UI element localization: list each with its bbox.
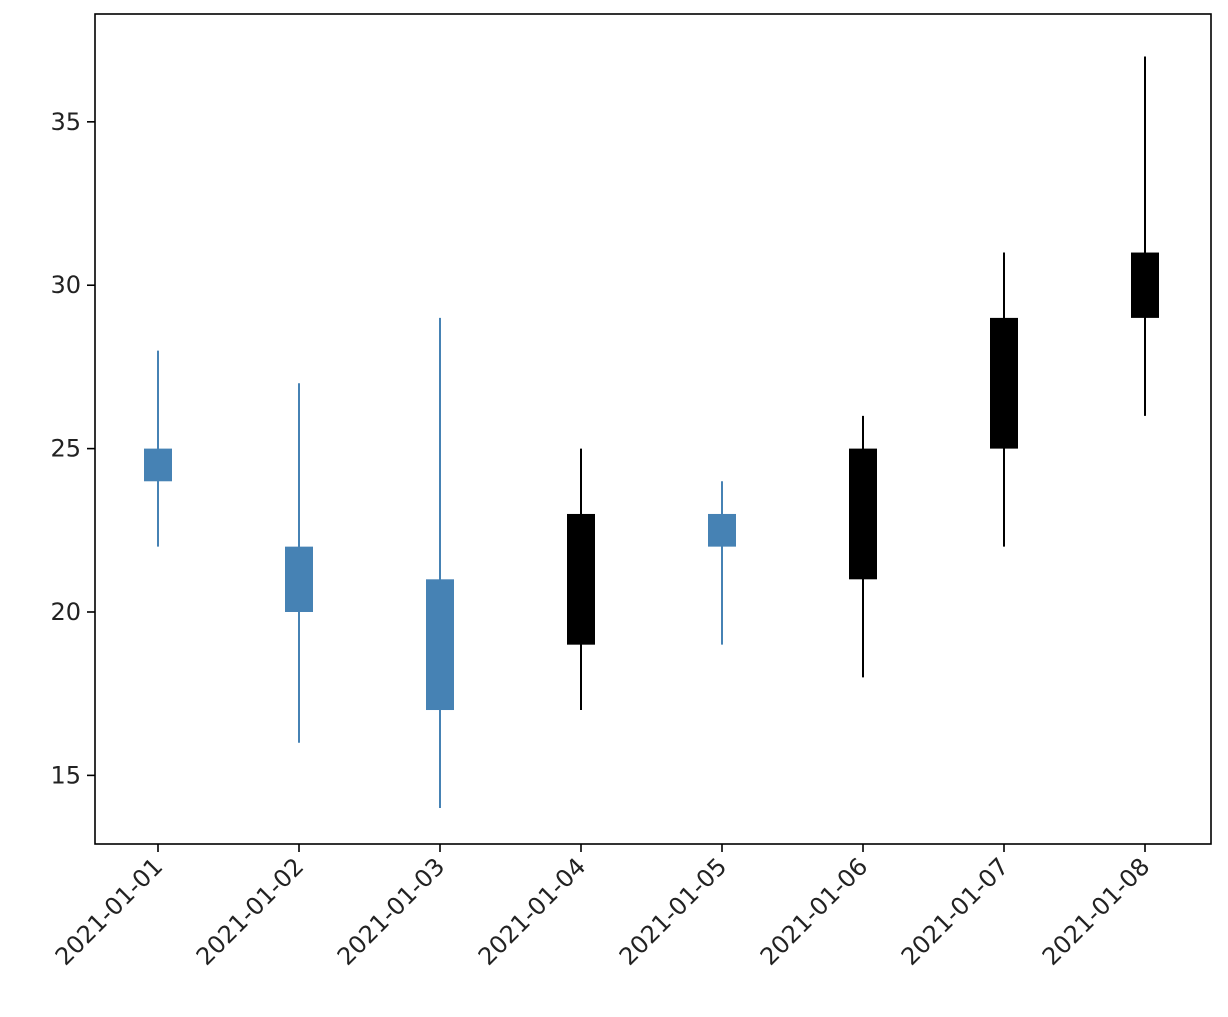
- x-tick-label: 2021-01-04: [473, 852, 591, 970]
- candle-body: [990, 317, 1018, 449]
- plot-frame: [94, 13, 1212, 845]
- candles: [144, 56, 1159, 809]
- candle: [567, 448, 595, 711]
- candle: [144, 350, 172, 547]
- y-axis: 15 20 25 30 35: [50, 108, 95, 789]
- candle-body: [708, 513, 736, 547]
- x-tick-label: 2021-01-03: [332, 852, 450, 970]
- y-tick-label: 15: [50, 761, 81, 789]
- candle: [285, 383, 313, 743]
- y-tick-label: 35: [50, 108, 81, 136]
- candle-body: [849, 448, 877, 580]
- x-tick-label: 2021-01-05: [614, 852, 732, 970]
- x-tick-label: 2021-01-07: [896, 852, 1014, 970]
- x-tick-label: 2021-01-08: [1037, 852, 1155, 970]
- candle: [990, 252, 1018, 547]
- candle-body: [285, 546, 313, 612]
- candle: [426, 317, 454, 809]
- x-tick-label: 2021-01-02: [191, 852, 309, 970]
- candle: [708, 481, 736, 645]
- x-tick-label: 2021-01-01: [50, 852, 168, 970]
- candle-body: [426, 579, 454, 711]
- candle: [1131, 56, 1159, 416]
- candle-body: [1131, 252, 1159, 318]
- candle-body: [567, 513, 595, 645]
- x-tick-label: 2021-01-06: [755, 852, 873, 970]
- candle: [849, 415, 877, 678]
- candle-body: [144, 448, 172, 482]
- y-tick-label: 25: [50, 435, 81, 463]
- y-tick-label: 20: [50, 598, 81, 626]
- y-tick-label: 30: [50, 271, 81, 299]
- x-axis: 2021-01-01 2021-01-02 2021-01-03 2021-01-04…: [50, 844, 1155, 971]
